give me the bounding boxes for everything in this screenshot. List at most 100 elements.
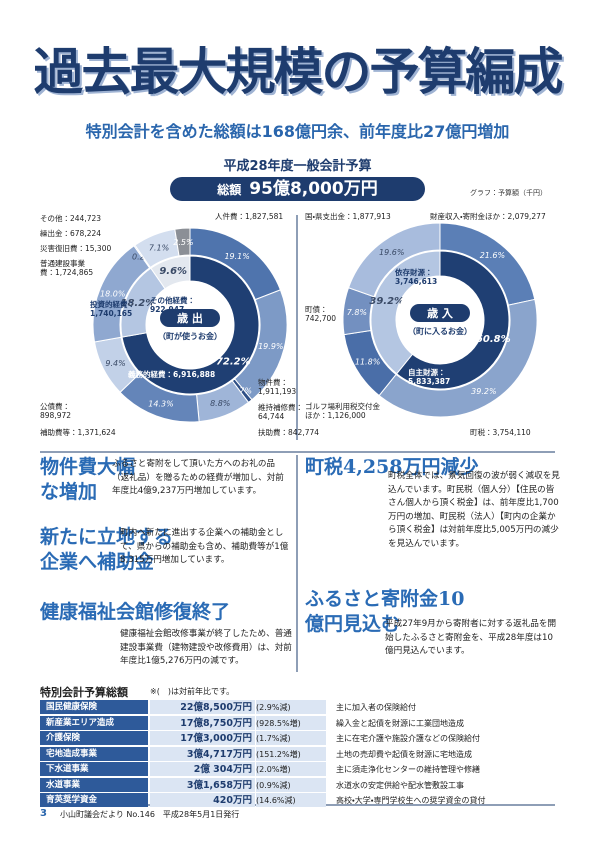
article-heading: 新たに立地する企業へ補助金 [40,526,174,573]
table-cell: (1.7%減) [256,731,326,745]
table-cell: 420万円 [150,793,255,807]
table-cell: (151.2%増) [256,746,326,761]
page-number: 3 [40,808,47,819]
article-heading: ふるさと寄附金10億円見込む [305,588,465,635]
percent-label: 18.0% [100,289,125,298]
category-label: 普通建設事業費：1,724,865 [40,259,94,277]
table-cell: 3億4,717万円 [150,746,255,761]
category-label: 人件費：1,827,581 [215,212,284,221]
percent-label: 72.2% [216,356,251,367]
percent-label: 0.7% [232,386,252,395]
percent-label: 19.6% [379,248,404,257]
table-row: 新産業エリア造成 17億8,750万円 (928.5%増) 繰入金と起債を財源に工業団… [40,715,560,731]
percent-label: 60.8% [476,334,511,345]
table-cell: (2.0%増) [256,762,326,776]
table-cell: 宅地造成事業 [40,746,148,761]
category-label: 町債：742,700 [305,305,337,323]
table-row: 介護保険 17億3,000万円 (1.7%減) 主に在宅介護や施設介護などの保険給付 [40,731,560,746]
article-heading: 町税4,258万円減少 [305,456,479,478]
title: 過去最大規模の予算編成 [33,43,564,101]
category-label: 義務的経費：6,916,888 [128,370,216,379]
table-cell: 介護保険 [40,731,148,745]
percent-label: 11.8% [355,358,380,367]
percent-label: 9.6% [159,266,187,277]
article-body: 平成27年9月から寄附者に対する返礼品を開始したふるさと寄附金を、平成28年度は… [385,619,557,656]
percent-label: 18.2% [121,298,156,309]
table-cell: 育英奨学資金 [40,793,148,807]
category-label: 災害復旧費：15,300 [40,244,112,253]
table-title: 特別会計予算総額 [40,686,128,699]
table-cell: 主に加入者の保険給付 [336,703,416,712]
center-sub: （町に入るお金） [408,326,472,336]
article-body: 町税全体では、景気回復の波が弱く減収を見込んでいます。町民税（個人分）【住民の皆… [388,471,560,549]
article-body: 健康福祉会館改修事業が終了したため、普通建設事業費（建物建設や改修費用）は、対前… [120,629,292,666]
percent-label: 19.9% [258,342,283,351]
category-label: 投資的経費：1,740,165 [90,300,135,318]
category-label: 財産収入・寄附金ほか：2,079,277 [430,212,546,221]
category-label: 町税：3,754,110 [470,428,531,437]
percent-label: 7.1% [149,243,169,252]
total-pill: 総額 95億8,000万円 [170,177,425,201]
donut-segment [121,255,260,395]
percent-label: 39.2% [471,387,496,396]
table-cell: 新産業エリア造成 [40,715,148,730]
donut-segment [174,227,191,257]
table-row: 水道事業 3億1,658万円 (0.9%減) 水道水の安定供給や配水管敷設工事 [40,777,560,793]
table-cell: 水道水の安定供給や配水管敷設工事 [336,780,464,790]
center-label: 歳 入 [427,306,453,320]
table-row: 宅地造成事業 3億4,717万円 (151.2%増) 土地の売却費や起債を財源に宅地造… [40,746,560,762]
percent-label: 39.2% [369,296,404,307]
center-pill [410,304,470,322]
table-cell: 17億8,750万円 [150,715,255,730]
table-row: 育英奨学資金 420万円 (14.6%減) 高校・大学・専門学校生への奨学資金の貸付 [40,793,560,808]
article-heading: 健康福祉会館修復終了 [40,601,231,623]
table-cell: 水道事業 [40,777,148,792]
article-heading: 物件費大幅な増加 [40,456,136,503]
percent-label: 9.4% [105,359,125,368]
total-label: 総額 [217,183,242,197]
donut-segment [395,250,510,390]
table-note: ※( )は対前年比です。 [150,687,235,696]
percent-label: 14.3% [148,399,173,408]
center-label: 歳 出 [177,311,203,325]
percent-label: 19.1% [224,252,249,261]
table-row: 国民健康保険 22億8,500万円 (2.9%減) 主に加入者の保険給付 [40,700,560,715]
percent-label: 21.6% [480,251,505,260]
table-cell: 下水道事業 [40,762,148,776]
donut-segment [378,298,538,418]
graph-note: グラフ：予算額（千円） [470,189,547,197]
table-cell: 繰入金と起債を財源に工業団地造成 [336,718,464,728]
category-label: 扶助費：842,774 [258,428,320,437]
donut-segment [370,250,441,375]
article-body: 町内へ新たに進出する企業への補助金として、県からの補助金も含め、補助費等が1億8… [120,528,289,565]
percent-label: 2.5% [173,238,193,247]
percent-label: 0.2% [132,253,152,262]
table-cell: (0.9%減) [256,777,326,792]
table-cell: 17億3,000万円 [150,731,255,745]
subtitle: 特別会計を含めた総額は168億円余、前年度比27億円増加 [85,122,510,141]
budget-heading: 平成28年度一般会計予算 [223,159,372,174]
table-row: 下水道事業 2億 304万円 (2.0%増) 主に須走浄化センターの維持管理や修繕 [40,762,560,777]
donut-segment [347,222,441,298]
category-label: 繰出金：678,224 [40,229,102,238]
table-cell: 主に須走浄化センターの維持管理や修繕 [336,765,480,774]
category-label: その他経費：922,947 [150,296,195,314]
category-label: ゴルフ場利用税交付金ほか：1,126,000 [305,402,380,420]
percent-label: 8.8% [210,399,230,408]
table-cell: 土地の売却費や起債を財源に宅地造成 [336,749,472,759]
category-label: 自主財源：5,833,387 [408,368,451,386]
table-cell: 2億 304万円 [150,762,255,776]
category-label: 維持補修費：64,744 [258,403,303,421]
category-label: 物件費：1,911,193 [258,378,297,396]
footer-text: 小山町議会だより No.146 平成28年5月1日発行 [60,810,240,819]
table-cell: 主に在宅介護や施設介護などの保険給付 [336,734,480,743]
percent-label: 7.8% [347,308,367,317]
category-label: その他：244,723 [40,214,102,223]
table-cell: (928.5%増) [256,715,326,730]
total-value: 95億8,000万円 [249,179,378,199]
table-cell: 国民健康保険 [40,700,148,714]
table-cell: (2.9%減) [256,700,326,714]
table-cell: 3億1,658万円 [150,777,255,792]
